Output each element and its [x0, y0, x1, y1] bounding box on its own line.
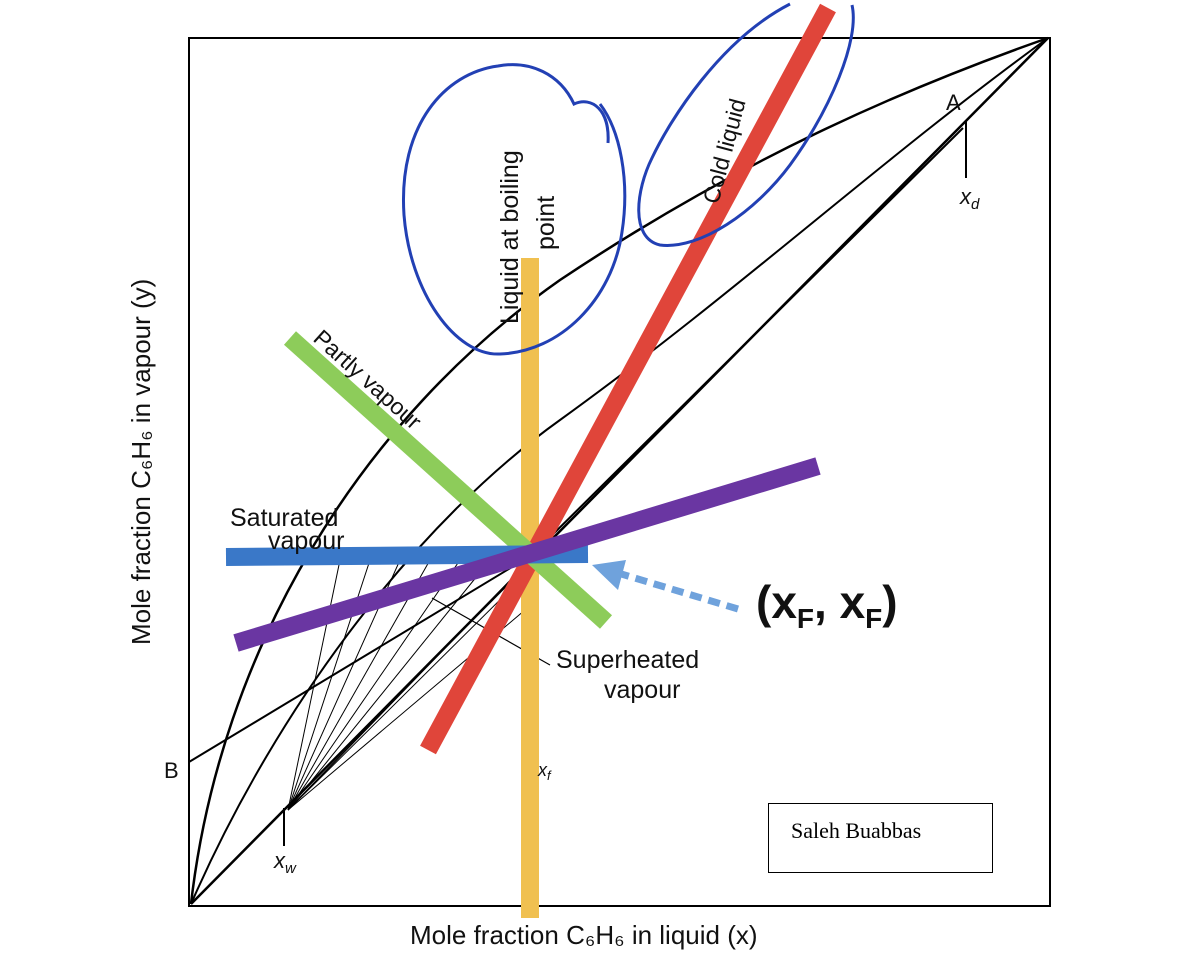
- y-axis-label: Mole fraction C₆H₆ in vapour (y): [126, 279, 156, 645]
- diagonal-line: [190, 37, 1049, 905]
- superheated-vapour-q-line: [233, 457, 821, 652]
- point-a-label: A: [946, 90, 961, 115]
- x-axis-label: Mole fraction C₆H₆ in liquid (x): [410, 920, 758, 950]
- point-b-label: B: [164, 758, 179, 783]
- feed-point-label: (xF, xF): [756, 576, 898, 634]
- annotation-loop-liquid: [401, 63, 627, 356]
- saturated-vapour-label-2: vapour: [268, 527, 344, 555]
- feed-arrow-head: [592, 560, 626, 590]
- author-nameplate: Saleh Buabbas: [768, 803, 993, 873]
- saturated-vapour-label-1: Saturated: [230, 504, 338, 532]
- liquid-boiling-label-1: Liquid at boiling: [496, 150, 524, 324]
- liquid-boiling-label-2: point: [532, 196, 560, 250]
- superheated-vapour-label-2: vapour: [604, 676, 680, 704]
- feed-arrow-shaft: [616, 569, 740, 613]
- xw-label: xw: [273, 848, 297, 877]
- intermediate-curve: [190, 37, 1049, 905]
- partly-vapour-q-line: [283, 331, 613, 629]
- stripping-operating-line: [287, 557, 533, 811]
- rectifying-operating-line: [526, 127, 964, 561]
- superheated-vapour-label-1: Superheated: [556, 646, 699, 674]
- xd-label: xd: [959, 184, 980, 213]
- annotation-loop-cold: [637, 2, 855, 247]
- stripping-line-fan: [287, 559, 526, 811]
- author-name: Saleh Buabbas: [791, 818, 922, 843]
- cold-liquid-q-line: [420, 3, 836, 755]
- xf-label: xf: [537, 760, 552, 783]
- line-from-b: [188, 554, 533, 763]
- plot-frame: [188, 37, 1051, 907]
